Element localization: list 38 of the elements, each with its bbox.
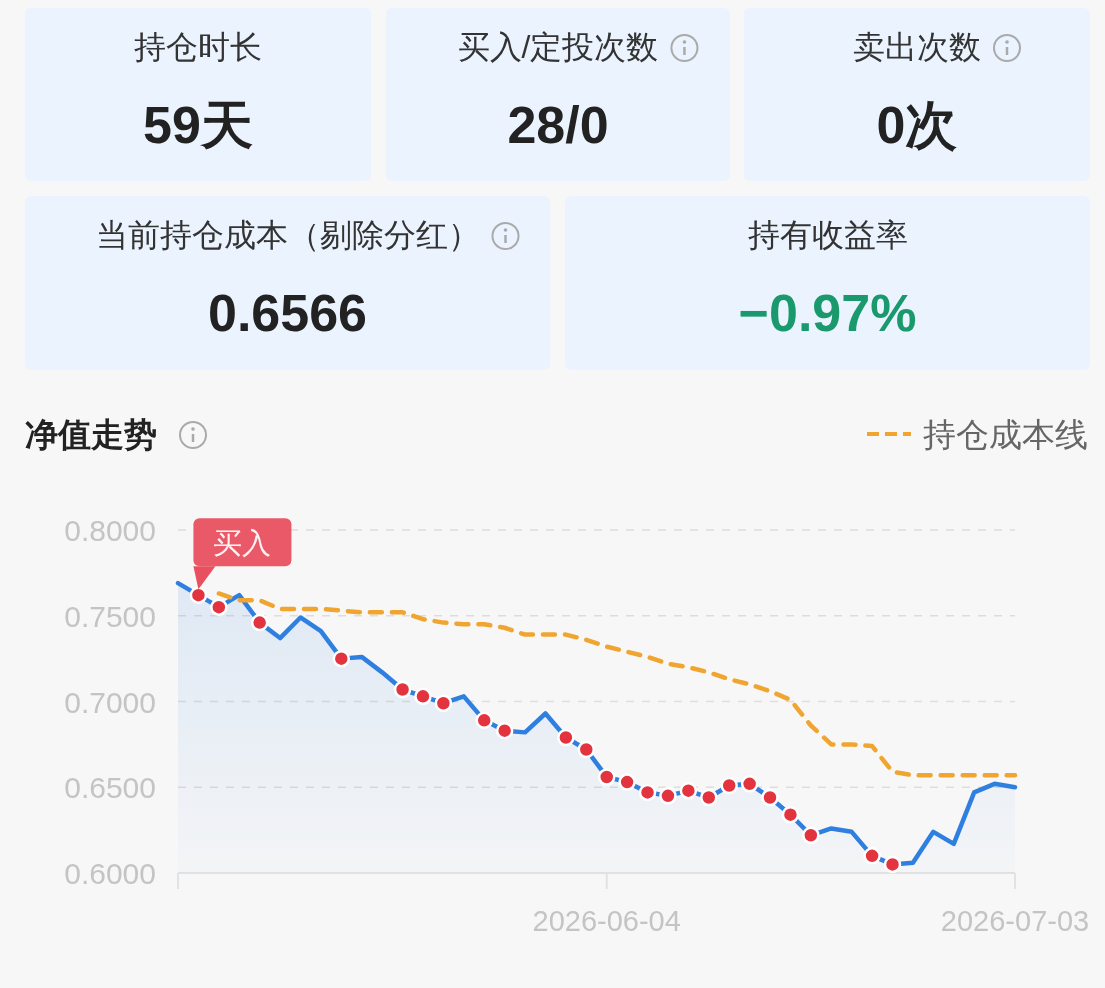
- point: [679, 781, 698, 800]
- point: [250, 613, 269, 632]
- point: [720, 776, 738, 795]
- point: [577, 740, 596, 759]
- point: [414, 687, 432, 706]
- point: [883, 855, 902, 874]
- annotation: 买入: [213, 527, 272, 560]
- point: [393, 680, 412, 699]
- point: [434, 694, 453, 712]
- point: [557, 728, 575, 747]
- text: 28/0: [507, 96, 609, 154]
- text: 卖出次数: [853, 29, 981, 65]
- chart-title: 净值走势: [25, 416, 157, 453]
- point: [597, 768, 616, 786]
- point: [638, 783, 657, 802]
- point: [659, 787, 677, 805]
- point: [863, 847, 881, 865]
- text: 59天: [143, 96, 253, 154]
- point: [802, 826, 820, 845]
- text: −0.97%: [738, 284, 917, 342]
- line-series: [216, 591, 1018, 778]
- point: [475, 711, 493, 730]
- point: [781, 805, 800, 824]
- point: [740, 775, 759, 793]
- point: [761, 788, 779, 807]
- point: [495, 721, 514, 740]
- point: [189, 586, 208, 604]
- text: 当前持仓成本（剔除分红）: [95, 217, 480, 253]
- point: [210, 598, 228, 616]
- text: 持有收益率: [747, 217, 908, 253]
- point: [618, 773, 636, 791]
- text: 0.6566: [207, 284, 368, 342]
- text: 持仓时长: [134, 29, 262, 65]
- point: [332, 649, 351, 668]
- text: 0次: [876, 96, 958, 154]
- legend-label: 持仓成本线: [923, 416, 1088, 453]
- point: [700, 788, 718, 807]
- text: 买入/定投次数: [457, 29, 659, 65]
